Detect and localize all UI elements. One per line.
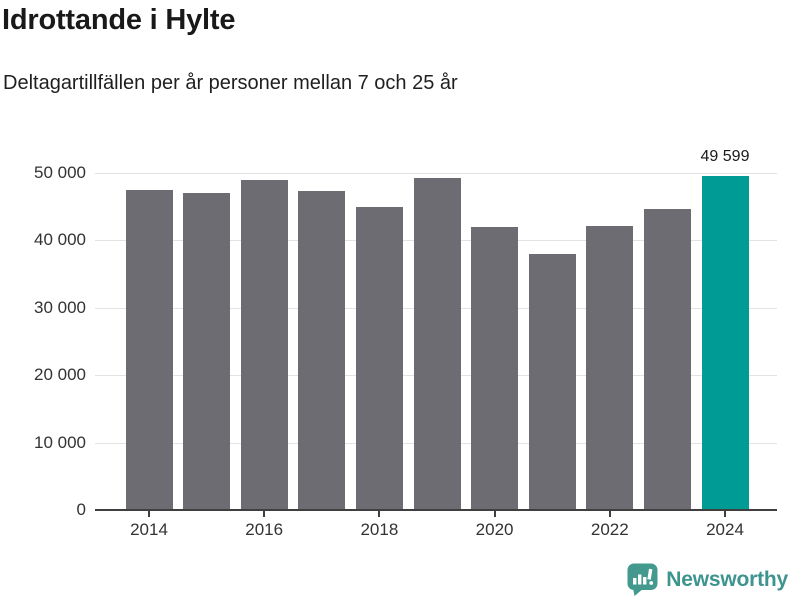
y-tick-label: 30 000 bbox=[34, 297, 86, 317]
bar-2020 bbox=[471, 226, 519, 510]
x-axis-line bbox=[95, 509, 777, 511]
x-tick-mark bbox=[378, 511, 381, 517]
x-tick-label: 2016 bbox=[245, 520, 284, 539]
x-tick-label: 2020 bbox=[475, 520, 514, 539]
gridline-50000 bbox=[95, 173, 777, 174]
bar-2014 bbox=[125, 189, 173, 510]
chart-subtitle: Deltagartillfällen per år personer mella… bbox=[3, 72, 458, 94]
y-tick-label: 20 000 bbox=[34, 365, 86, 385]
y-tick-label: 0 bbox=[76, 500, 86, 519]
newsworthy-wordmark: Newsworthy bbox=[666, 567, 788, 591]
x-tick-label: 2024 bbox=[706, 520, 744, 539]
x-tick-label: 2014 bbox=[130, 520, 168, 539]
chart-title: Idrottande i Hylte bbox=[2, 4, 236, 36]
bar-2019 bbox=[413, 178, 461, 510]
bar-2017 bbox=[298, 190, 346, 510]
highlight-value-label: 49 599 bbox=[700, 147, 750, 165]
bar-2022 bbox=[586, 226, 634, 510]
bar-2021 bbox=[528, 254, 576, 510]
bar-2016 bbox=[240, 179, 288, 510]
x-tick-mark bbox=[263, 511, 266, 517]
bar-2018 bbox=[355, 206, 403, 510]
newsworthy-chart-bubble-icon bbox=[627, 563, 658, 596]
x-tick-mark bbox=[493, 511, 496, 517]
y-tick-label: 40 000 bbox=[34, 230, 86, 250]
bar-2023 bbox=[643, 209, 691, 510]
bar-2024 bbox=[701, 175, 749, 510]
plot-area bbox=[95, 173, 777, 511]
y-tick-label: 50 000 bbox=[34, 163, 86, 182]
x-tick-mark bbox=[148, 511, 150, 517]
x-tick-mark bbox=[724, 511, 726, 517]
bar-2015 bbox=[183, 192, 231, 510]
x-tick-mark bbox=[608, 511, 611, 517]
newsworthy-logo[interactable]: Newsworthy bbox=[627, 563, 788, 596]
x-tick-label: 2018 bbox=[360, 520, 399, 539]
x-tick-label: 2022 bbox=[590, 520, 629, 539]
y-tick-label: 10 000 bbox=[34, 432, 86, 452]
